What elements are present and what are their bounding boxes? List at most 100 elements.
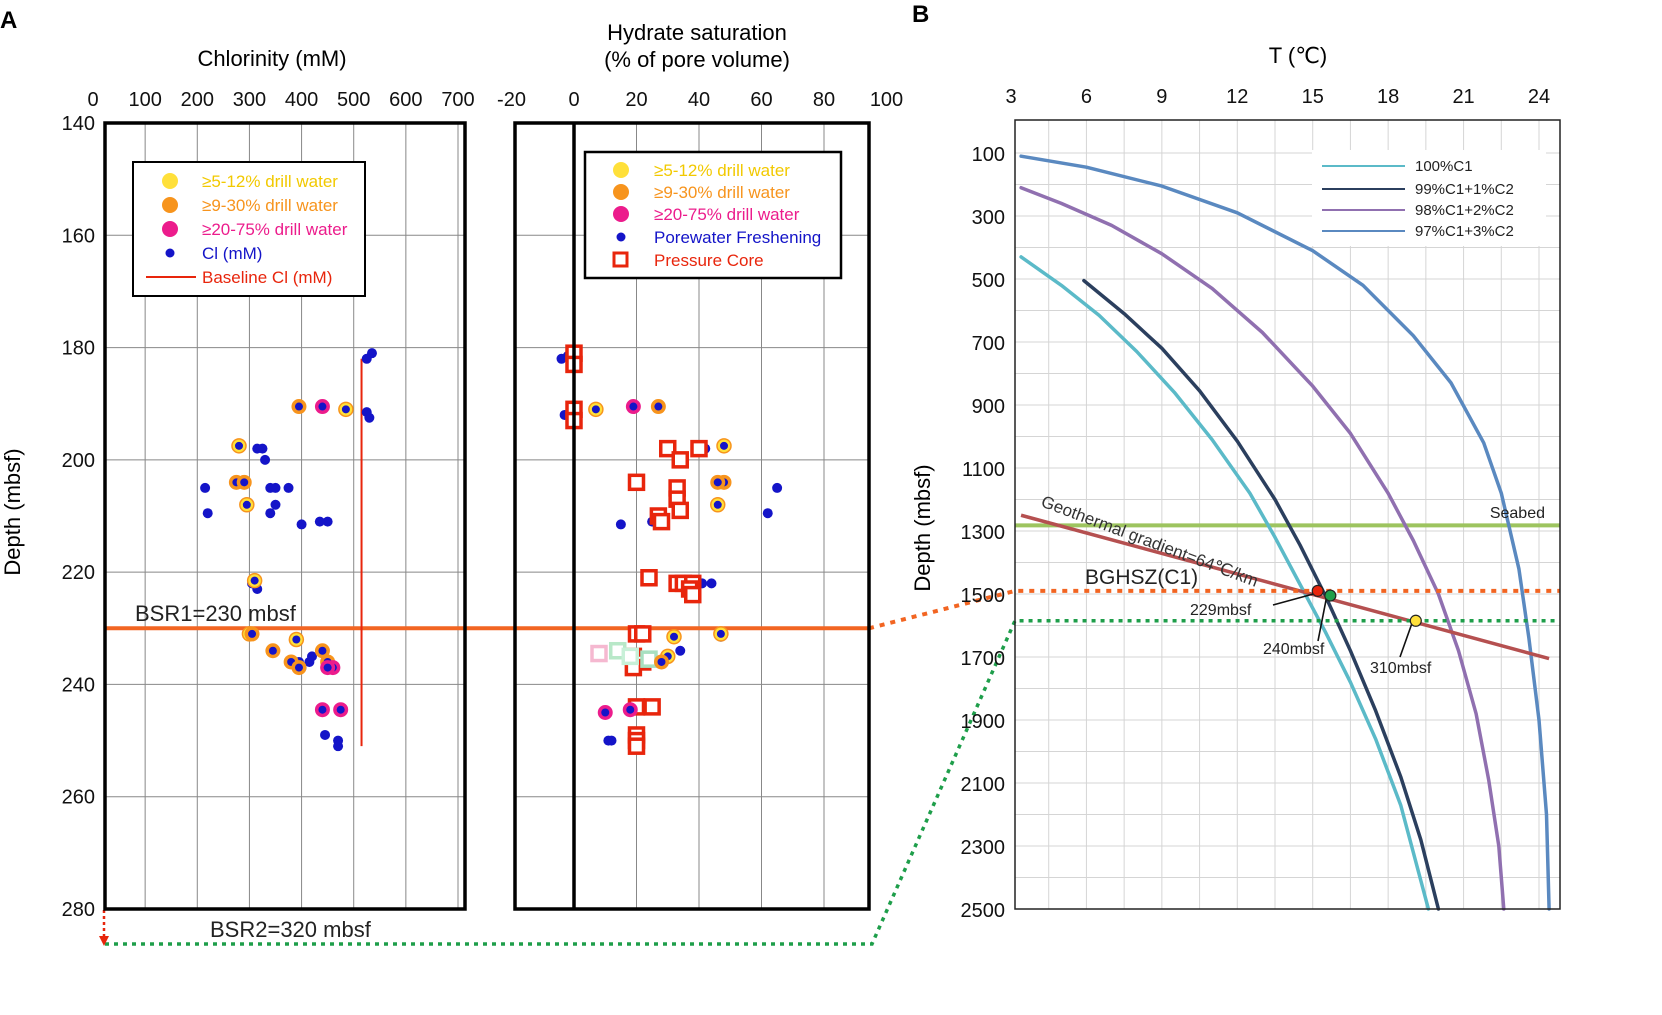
hydrate-point-orange-0-core xyxy=(654,402,663,411)
chlorinity-point-blue-25 xyxy=(320,729,331,740)
marker-point-2 xyxy=(1409,614,1422,627)
tick-x-b-6: 6 xyxy=(1081,86,1092,108)
chlorinity-point-yellow-1-core xyxy=(242,500,251,509)
legend3-label-c1: 100%C1 xyxy=(1415,158,1473,175)
tick-y-b-1300: 1300 xyxy=(961,522,1006,544)
chlorinity-point-blue-12 xyxy=(296,519,307,530)
legend-label-magenta: ≥20-75% drill water xyxy=(202,220,348,239)
chlorinity-point-yellow-3-core xyxy=(341,405,350,414)
chlorinity-point-blue-13 xyxy=(314,516,325,527)
bsr2-label: BSR2=320 mbsf xyxy=(210,917,372,942)
tick-y-left-140: 140 xyxy=(62,113,95,135)
tick-layer: 0 100 200 300 400 500 600 700140160180200220240… xyxy=(62,86,1551,922)
chlorinity-point-magenta-1-core xyxy=(318,705,327,714)
chlorinity-point-orange-6-core xyxy=(294,663,303,672)
tick-x-right-40: 40 xyxy=(688,89,710,111)
hydrate-point-red-7 xyxy=(627,473,646,492)
chlorinity-point-blue-23 xyxy=(304,656,315,667)
tick-x-left-500: 500 xyxy=(337,89,370,111)
legend3-label-c1c2-1: 99%C1+1%C2 xyxy=(1415,181,1514,198)
hydrate-point-magenta-1-core xyxy=(601,708,610,717)
hydrate-point-magenta-0-core xyxy=(629,402,638,411)
legend2-swatch-pressure xyxy=(612,251,629,268)
tick-x-right-20: 20 xyxy=(625,89,647,111)
tick-y-b-2500: 2500 xyxy=(961,900,1006,922)
chlorinity-point-magenta-4-core xyxy=(323,663,332,672)
tick-x-right--20: -20 xyxy=(497,89,526,111)
chlorinity-point-magenta-0-core xyxy=(318,402,327,411)
tick-x-left-200: 200 xyxy=(181,89,214,111)
tick-x-b-12: 12 xyxy=(1226,86,1248,108)
tick-x-left-0: 0 xyxy=(87,89,98,111)
bsr1-label: BSR1=230 mbsf xyxy=(135,601,297,626)
hydrate-point-yellow-1-core xyxy=(720,441,728,450)
bghsz-label: BGHSZ(C1) xyxy=(1085,566,1198,589)
legend2-label-orange: ≥9-30% drill water xyxy=(654,183,790,202)
tick-y-left-240: 240 xyxy=(62,674,95,696)
tick-x-b-21: 21 xyxy=(1452,86,1474,108)
chlorinity-point-blue-16 xyxy=(202,508,213,519)
hydrate-point-yellow-4-core xyxy=(716,629,725,638)
left-depth-label: Depth (mbsf) xyxy=(0,448,25,575)
tick-x-b-24: 24 xyxy=(1528,86,1550,108)
hydrate-point-blue-6 xyxy=(762,508,773,519)
seabed-label: Seabed xyxy=(1490,505,1545,522)
chlorinity-point-orange-4-core xyxy=(268,646,277,655)
chlorinity-point-yellow-5-core xyxy=(292,635,301,644)
tick-x-left-100: 100 xyxy=(128,89,161,111)
chlorinity-point-blue-11 xyxy=(265,508,276,519)
hydrate-point-yellow-2-core xyxy=(713,500,722,509)
legend2-label-pressure: Pressure Core xyxy=(654,251,764,270)
tick-y-b-100: 100 xyxy=(972,144,1005,166)
legend3-label-c1c2-2: 98%C1+2%C2 xyxy=(1415,202,1514,219)
hydrate-point-red-6 xyxy=(671,451,689,469)
marker-point-0 xyxy=(1311,584,1324,597)
hydrate-point-blue-14 xyxy=(675,645,686,656)
legend-swatch-magenta xyxy=(162,221,178,237)
legend-temperature: 100%C1 99%C1+1%C2 98%C1+2%C2 97%C1+3%C2 xyxy=(1312,150,1546,246)
chlorinity-point-blue-27 xyxy=(333,741,344,752)
tick-y-b-1500: 1500 xyxy=(961,585,1006,607)
panel-label-a: A xyxy=(0,7,17,34)
geotherm-line xyxy=(1020,513,1550,661)
chlorinity-point-blue-3 xyxy=(364,412,375,423)
hydrate-point-red-5 xyxy=(690,439,708,458)
legend2-swatch-blue xyxy=(616,232,626,242)
legend-label-baseline: Baseline Cl (mM) xyxy=(202,268,332,287)
tick-x-right-0: 0 xyxy=(568,89,579,111)
frame-temperature xyxy=(1014,119,1561,910)
tick-y-left-220: 220 xyxy=(62,562,95,584)
frame-chlorinity xyxy=(103,121,467,911)
hydrate-title-2: (% of pore volume) xyxy=(604,47,790,72)
legend-label-cl: Cl (mM) xyxy=(202,244,262,263)
hydrate-point-red-25 xyxy=(643,698,661,716)
legend-chlorinity: ≥5-12% drill water ≥9-30% drill water ≥2… xyxy=(132,161,366,297)
hydrate-point-red-13 xyxy=(640,569,658,587)
marker-arrow-0 xyxy=(1272,593,1314,606)
legend2-swatch-orange xyxy=(613,184,629,200)
tick-y-b-2100: 2100 xyxy=(961,774,1006,796)
phase-curve-1 xyxy=(1019,255,1431,911)
hydrate-point-pastel-0 xyxy=(590,644,608,663)
bsr2-arrowhead xyxy=(99,936,109,946)
phase-curve-3 xyxy=(1019,185,1506,911)
hydrate-point-orange-3-core xyxy=(657,657,666,666)
tick-y-left-200: 200 xyxy=(62,450,95,472)
tick-x-b-18: 18 xyxy=(1377,86,1399,108)
chlorinity-point-blue-9 xyxy=(283,482,294,493)
legend-hydrate: ≥5-12% drill water ≥9-30% drill water ≥2… xyxy=(583,150,843,280)
hydrate-point-red-10 xyxy=(671,501,689,520)
phase-curve-2 xyxy=(1082,278,1441,911)
legend-swatch-blue xyxy=(165,248,175,258)
tick-y-b-700: 700 xyxy=(972,333,1005,355)
hydrate-point-red-4 xyxy=(659,439,677,458)
hydrate-point-red-28 xyxy=(627,737,646,755)
hydrate-point-blue-13 xyxy=(606,735,617,746)
tick-x-b-9: 9 xyxy=(1156,86,1167,108)
chlorinity-point-magenta-2-core xyxy=(336,705,345,714)
tick-y-b-1700: 1700 xyxy=(961,648,1006,670)
right-depth-label: Depth (mbsf) xyxy=(910,464,935,591)
line-layer xyxy=(99,154,1560,946)
